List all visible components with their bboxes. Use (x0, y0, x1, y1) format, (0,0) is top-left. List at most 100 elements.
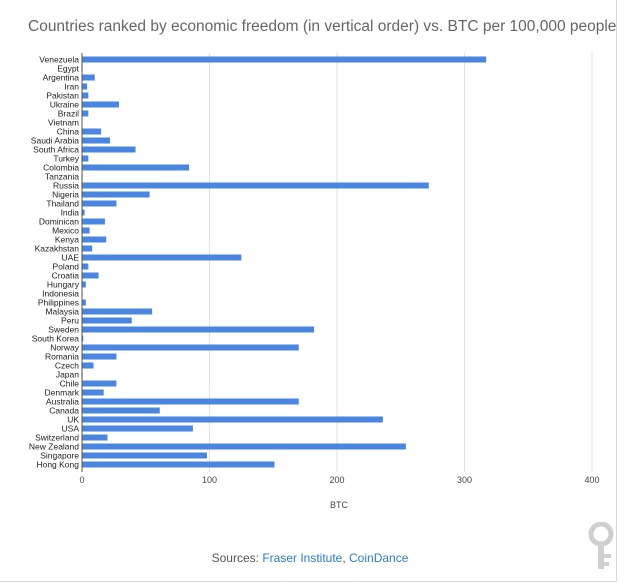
bar-thailand (82, 200, 117, 207)
bar-denmark (82, 389, 104, 396)
sources-line: Sources: Fraser Institute, CoinDance (0, 551, 620, 565)
category-label: Vietnam (48, 118, 79, 128)
category-label: Hungary (47, 280, 80, 290)
bar-usa (82, 425, 193, 432)
bar-kenya (82, 236, 107, 243)
category-label: Turkey (53, 154, 79, 164)
sources-prefix: Sources: (211, 551, 263, 565)
category-label: Singapore (40, 451, 79, 461)
category-label: Canada (49, 406, 79, 416)
category-label: Croatia (52, 271, 80, 281)
bar-sweden (82, 326, 315, 333)
bar-kazakhstan (82, 245, 93, 252)
bar-canada (82, 407, 160, 414)
bar-india (82, 209, 85, 216)
x-tick-label: 200 (329, 475, 344, 485)
category-label: Romania (45, 352, 79, 362)
bar-chile (82, 380, 117, 387)
chart-title: Countries ranked by economic freedom (in… (28, 18, 617, 35)
category-label: New Zealand (29, 442, 79, 452)
key-watermark-icon (588, 522, 614, 569)
category-label: Venezuela (39, 55, 79, 65)
category-label: Czech (55, 361, 79, 371)
bar-ukraine (82, 101, 119, 108)
sources-separator: , (342, 551, 350, 565)
category-label: Argentina (43, 73, 80, 83)
bar-colombia (82, 164, 190, 171)
category-label: Malaysia (45, 307, 79, 317)
bar-norway (82, 344, 299, 351)
bar-brazil (82, 110, 89, 117)
category-label: Dominican (39, 217, 79, 227)
gridlines (209, 53, 593, 472)
category-label: South Korea (32, 334, 80, 344)
category-label: UK (67, 415, 79, 425)
category-label: Norway (50, 343, 80, 353)
bar-iran (82, 83, 88, 90)
bar-singapore (82, 452, 207, 459)
bar-switzerland (82, 434, 108, 441)
bar-venezuela (82, 56, 487, 63)
x-tick-label: 300 (457, 475, 472, 485)
bar-south-korea (82, 335, 84, 342)
category-labels: VenezuelaEgyptArgentinaIranPakistanUkrai… (29, 55, 80, 470)
category-label: Philippines (38, 298, 79, 308)
category-label: Peru (61, 316, 79, 326)
x-tick-label: 100 (202, 475, 217, 485)
category-label: India (61, 208, 80, 218)
category-label: Kazakhstan (35, 244, 80, 254)
bar-czech (82, 362, 94, 369)
x-tick-labels: 0 100 200 300 400 (79, 475, 599, 485)
category-label: Nigeria (52, 190, 79, 200)
x-axis-title: BTC (330, 500, 349, 510)
category-label: Mexico (52, 226, 79, 236)
bars (82, 56, 487, 468)
bar-new-zealand (82, 443, 406, 450)
bar-argentina (82, 74, 95, 81)
bar-china (82, 128, 102, 135)
category-label: Indonesia (42, 289, 79, 299)
category-label: China (57, 127, 79, 137)
bar-peru (82, 317, 132, 324)
bar-nigeria (82, 191, 150, 198)
category-label: Iran (64, 82, 79, 92)
category-label: South Africa (33, 145, 79, 155)
category-label: Australia (46, 397, 79, 407)
bar-mexico (82, 227, 90, 234)
category-label: Ukraine (50, 100, 80, 110)
bar-south-africa (82, 146, 136, 153)
bar-malaysia (82, 308, 153, 315)
category-label: Denmark (45, 388, 80, 398)
category-label: Kenya (55, 235, 79, 245)
category-label: Chile (60, 379, 80, 389)
category-label: Brazil (58, 109, 79, 119)
bar-russia (82, 182, 429, 189)
bar-dominican (82, 218, 105, 225)
category-label: Japan (56, 370, 79, 380)
bar-pakistan (82, 92, 89, 99)
source-link-coindance[interactable]: CoinDance (349, 551, 409, 565)
bar-uae (82, 254, 242, 261)
category-label: Switzerland (35, 433, 79, 443)
category-label: Poland (53, 262, 80, 272)
category-label: Russia (53, 181, 79, 191)
bar-romania (82, 353, 117, 360)
category-label: Saudi Arabia (31, 136, 79, 146)
bar-croatia (82, 272, 99, 279)
category-label: Tanzania (45, 172, 79, 182)
bar-poland (82, 263, 89, 270)
bar-hungary (82, 281, 86, 288)
category-label: Egypt (57, 64, 79, 74)
bar-turkey (82, 155, 89, 162)
bar-philippines (82, 299, 86, 306)
category-label: Thailand (46, 199, 79, 209)
source-link-fraser-institute[interactable]: Fraser Institute (262, 551, 343, 565)
category-label: UAE (62, 253, 80, 263)
category-label: Colombia (43, 163, 79, 173)
x-tick-label: 0 (79, 475, 84, 485)
bar-uk (82, 416, 383, 423)
category-label: USA (62, 424, 80, 434)
bar-australia (82, 398, 299, 405)
